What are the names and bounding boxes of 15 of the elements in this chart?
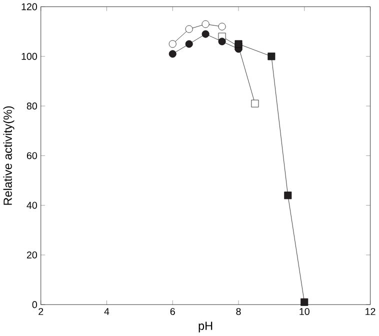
y-tick-label: 40: [26, 202, 38, 209]
y-tick-label: 80: [26, 102, 38, 110]
x-tick-label: 6: [170, 308, 175, 316]
y-tick-label: 0: [32, 301, 38, 308]
y-tick-label: 120: [22, 3, 38, 10]
x-tick-label: 12: [366, 308, 376, 316]
y-tick-label: 60: [26, 152, 38, 160]
x-tick-label: 4: [104, 308, 110, 316]
x-axis-title: pH: [198, 322, 212, 333]
y-axis-title: Relative activity(%): [3, 106, 14, 205]
x-tick-label: 10: [300, 308, 310, 316]
y-tick-label: 100: [22, 53, 38, 60]
x-tick-label: 8: [236, 308, 241, 316]
y-tick-label: 20: [26, 252, 38, 259]
x-tick-label: 2: [38, 308, 44, 316]
